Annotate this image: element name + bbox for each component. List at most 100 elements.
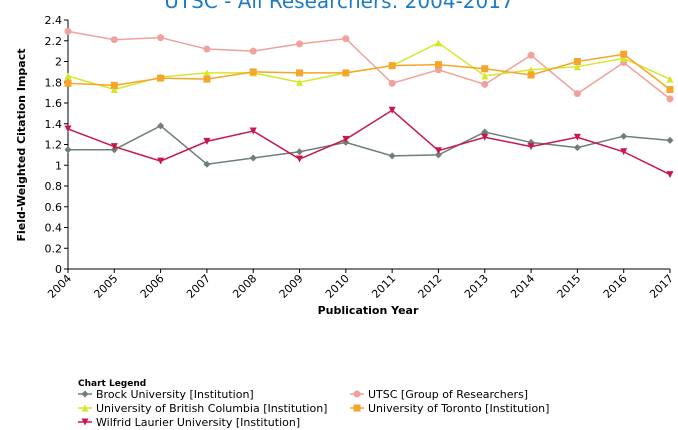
data-point [388,152,396,160]
x-tick-label: 2004 [45,272,74,301]
data-point [64,125,72,133]
data-point [573,90,581,98]
y-tick-label: 0.6 [45,201,63,214]
data-point [203,160,211,168]
y-tick-label: 1.2 [45,139,63,152]
data-point [388,62,396,70]
x-tick-label: 2014 [508,272,537,301]
data-point [249,68,257,76]
chart-title: UTSC - All Researchers: 2004-2017 [164,0,513,13]
data-point [64,146,72,154]
data-point [64,79,72,87]
legend-label: University of British Columbia [Institut… [96,402,327,415]
series-line [67,30,671,100]
data-point [434,61,442,69]
data-point [157,74,165,82]
data-point [110,143,118,151]
data-point [620,148,628,156]
data-point [296,148,304,156]
data-point [527,51,535,59]
data-point [342,69,350,77]
data-point [481,65,489,73]
series-line [67,41,671,91]
data-point [296,40,304,48]
data-point [573,58,581,65]
x-tick-label: 2009 [277,272,306,301]
x-tick-label: 2006 [138,272,167,301]
y-tick-label: 1.4 [45,118,63,131]
data-point [249,154,257,162]
data-point [203,75,211,83]
legend-marker [81,418,89,426]
data-point [573,63,581,71]
data-point [296,69,304,77]
data-point [249,127,257,135]
data-point [527,71,535,79]
data-point [110,81,118,89]
data-point [434,39,442,47]
legend-marker [353,390,361,398]
x-tick-label: 2008 [230,272,259,301]
data-point [481,133,489,141]
x-tick-label: 2017 [647,272,676,301]
data-point [249,47,257,55]
data-point [620,50,628,58]
legend-label: University of Toronto [Institution] [368,402,549,415]
data-point [64,27,72,35]
data-point [296,155,304,163]
data-point [666,75,674,83]
data-point [434,147,442,155]
data-point [666,171,674,179]
y-tick-label: 0.8 [45,180,63,193]
legend-label: Brock University [Institution] [96,388,254,401]
legend-label: UTSC [Group of Researchers] [368,388,528,401]
y-tick-label: 0 [55,263,62,276]
y-axis-title: Field-Weighted Citation Impact [15,49,28,242]
x-tick-label: 2011 [369,272,398,301]
legend-marker [81,404,89,412]
y-tick-label: 2 [55,56,62,69]
series-line [67,53,671,91]
data-point [434,151,442,159]
data-point [666,86,674,94]
data-point [388,106,396,114]
data-point [666,95,674,103]
data-point [388,79,396,87]
data-point [620,54,628,62]
legend-title: Chart Legend [78,379,146,389]
data-point [666,136,674,144]
y-tick-label: 0.2 [45,242,63,255]
data-point [110,86,118,94]
data-point [481,80,489,88]
y-tick-label: 1.8 [45,76,63,89]
x-tick-label: 2013 [462,272,491,301]
x-axis-title: Publication Year [318,304,419,317]
legend-marker [353,404,361,412]
data-point [296,78,304,86]
data-point [157,157,165,165]
y-tick-label: 2.4 [45,14,63,27]
data-point [573,144,581,152]
x-tick-label: 2012 [416,272,445,301]
data-point [573,133,581,141]
data-point [342,135,350,143]
data-point [157,122,165,130]
y-tick-label: 2.2 [45,35,63,48]
y-tick-label: 1 [55,159,62,172]
y-tick-label: 0.4 [45,222,63,235]
data-point [342,35,350,43]
x-tick-label: 2010 [323,272,352,301]
legend-marker [81,390,89,398]
x-tick-label: 2005 [91,272,120,301]
data-point [203,69,211,77]
data-point [481,72,489,80]
data-point [527,143,535,151]
x-tick-label: 2016 [601,272,630,301]
data-point [64,72,72,80]
data-point [110,36,118,44]
data-point [203,137,211,145]
data-point [620,132,628,140]
y-tick-label: 1.6 [45,97,63,110]
series-line [68,124,671,165]
